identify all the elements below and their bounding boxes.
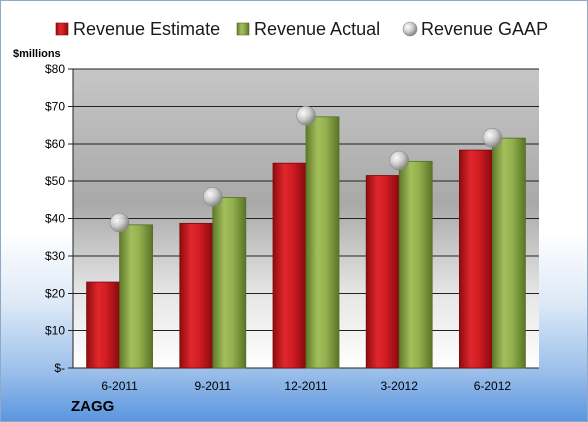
marker-revenue-gaap	[109, 212, 130, 233]
x-tick-label: 6-2012	[474, 379, 512, 393]
bar-revenue-estimate	[179, 222, 214, 369]
x-tick-label: 3-2012	[381, 379, 419, 393]
gaap-markers	[109, 105, 503, 233]
legend: Revenue Estimate Revenue Actual Revenue GA…	[55, 19, 548, 39]
company-name: ZAGG	[71, 398, 115, 415]
legend-label: Revenue Actual	[254, 19, 380, 39]
y-tick-label: $20	[45, 286, 65, 300]
legend-label: Revenue GAAP	[421, 19, 548, 39]
bar-revenue-actual	[398, 160, 433, 369]
bar-revenue-actual	[491, 137, 526, 369]
x-tick-label: 6-2011	[101, 379, 138, 393]
legend-label: Revenue Estimate	[73, 19, 220, 39]
bar-revenue-estimate	[365, 175, 400, 369]
y-tick-label: $-	[54, 361, 65, 375]
marker-revenue-gaap	[203, 187, 223, 207]
marker-revenue-gaap	[296, 105, 316, 126]
bar-revenue-actual	[305, 116, 340, 369]
y-tick-label: $60	[45, 137, 65, 151]
y-tick-label: $50	[45, 174, 65, 188]
bar-revenue-actual	[212, 197, 247, 369]
bar-revenue-estimate	[86, 281, 120, 369]
legend-swatch-revenue-gaap	[402, 21, 418, 37]
marker-revenue-gaap	[482, 127, 503, 148]
x-tick-label: 12-2011	[284, 379, 327, 393]
bar-revenue-estimate	[458, 149, 493, 369]
bar-revenue-actual	[119, 224, 153, 369]
y-tick-label: $40	[45, 212, 65, 226]
unit-label: $millions	[13, 48, 61, 60]
legend-swatch-revenue-estimate	[55, 22, 69, 36]
y-tick-label: $70	[45, 99, 65, 113]
legend-swatch-revenue-actual	[236, 22, 250, 36]
y-tick-label: $80	[45, 62, 65, 76]
bars	[86, 116, 526, 369]
y-tick-label: $10	[45, 324, 65, 338]
axes: $- $10 $20 $30 $40 $50 $60 $70 $80 6-2011 9-2011 12…	[45, 62, 511, 393]
marker-revenue-gaap	[389, 150, 410, 171]
bar-revenue-estimate	[272, 162, 307, 369]
x-tick-label: 9-2011	[195, 379, 232, 393]
y-tick-label: $30	[45, 249, 65, 263]
